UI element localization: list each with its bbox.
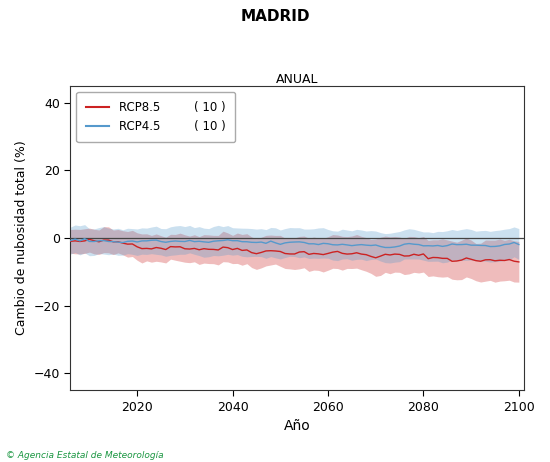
Title: ANUAL: ANUAL: [276, 73, 318, 86]
Text: MADRID: MADRID: [240, 9, 310, 24]
Text: © Agencia Estatal de Meteorología: © Agencia Estatal de Meteorología: [6, 451, 163, 460]
Legend: RCP8.5         ( 10 ), RCP4.5         ( 10 ): RCP8.5 ( 10 ), RCP4.5 ( 10 ): [76, 91, 235, 142]
X-axis label: Año: Año: [284, 419, 310, 433]
Y-axis label: Cambio de nubosidad total (%): Cambio de nubosidad total (%): [15, 140, 28, 335]
